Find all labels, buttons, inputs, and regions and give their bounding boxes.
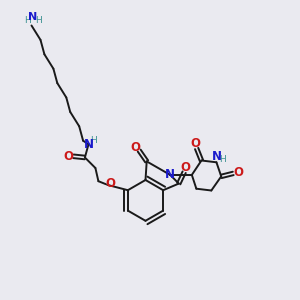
Text: H: H (35, 16, 41, 25)
Text: H: H (90, 136, 97, 145)
Text: H: H (25, 16, 31, 25)
Text: O: O (180, 161, 190, 174)
Text: N: N (212, 150, 222, 164)
Text: N: N (83, 138, 94, 151)
Text: O: O (64, 150, 74, 163)
Text: O: O (190, 137, 200, 151)
Text: N: N (165, 168, 175, 182)
Text: O: O (106, 177, 116, 190)
Text: H: H (219, 155, 226, 164)
Text: O: O (130, 141, 140, 154)
Text: O: O (233, 166, 243, 179)
Text: N: N (28, 12, 37, 22)
